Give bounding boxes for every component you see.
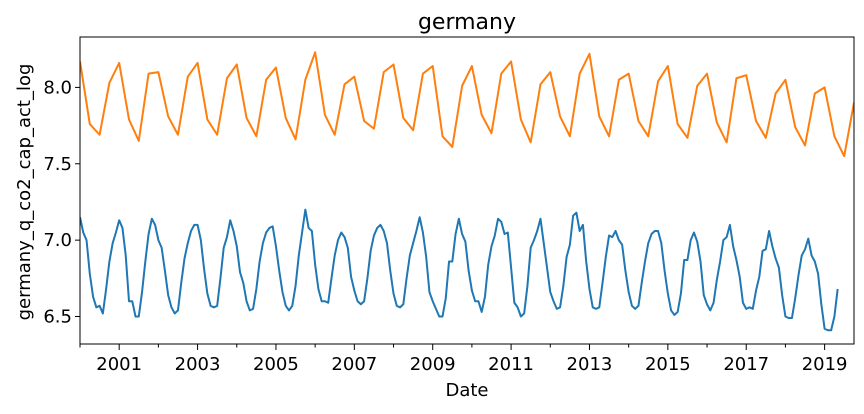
x-tick-label: 2007 — [331, 354, 377, 375]
x-tick-label: 2017 — [723, 354, 769, 375]
x-tick-label: 2005 — [253, 354, 299, 375]
plot-frame — [79, 36, 855, 345]
y-tick-label: 7.5 — [43, 154, 72, 175]
x-tick-label: 2013 — [567, 354, 613, 375]
x-tick-label: 2019 — [802, 354, 848, 375]
x-axis-label: Date — [445, 380, 488, 401]
x-tick-label: 2011 — [488, 354, 534, 375]
plot-area — [80, 51, 854, 332]
x-tick-label: 2015 — [645, 354, 691, 375]
y-axis-label: germany_q_co2_cap_act_log — [14, 64, 35, 321]
series-line-1 — [80, 208, 839, 332]
y-tick-label: 8.0 — [43, 77, 72, 98]
x-tick-label: 2003 — [175, 354, 221, 375]
chart-title: germany — [418, 10, 516, 35]
series-line-2 — [80, 51, 854, 158]
x-tick-label: 2001 — [96, 354, 142, 375]
y-tick-label: 6.5 — [43, 307, 72, 328]
x-tick-label: 2009 — [410, 354, 456, 375]
y-tick-label: 7.0 — [43, 230, 72, 251]
axes: 6.5 7.0 7.5 8.0 2001 2003 2005 2007 2009 2011 2013… — [43, 36, 855, 375]
